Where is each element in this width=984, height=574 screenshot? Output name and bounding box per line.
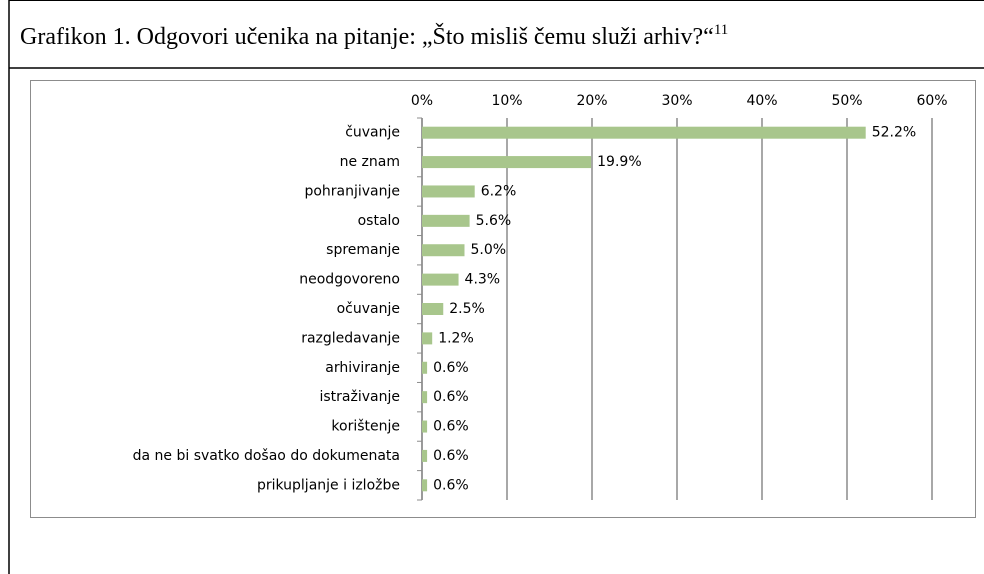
- data-label: 1.2%: [438, 330, 474, 346]
- x-tick-label: 10%: [491, 93, 522, 109]
- bar: [422, 303, 444, 315]
- x-tick-label: 20%: [576, 93, 607, 109]
- data-label: 5.6%: [476, 213, 512, 229]
- y-tick-label: spremanje: [326, 242, 400, 258]
- bar: [422, 391, 428, 404]
- bar: [422, 332, 433, 345]
- y-tick-label: pohranjivanje: [304, 183, 400, 199]
- data-label: 6.2%: [481, 183, 517, 199]
- data-label: 0.6%: [433, 448, 469, 464]
- data-label: 0.6%: [433, 419, 469, 435]
- data-label: 0.6%: [433, 360, 469, 376]
- data-label: 52.2%: [872, 125, 916, 141]
- bar: [422, 244, 465, 257]
- chart-box: [30, 80, 976, 518]
- y-tick-label: da ne bi svatko došao do dokumenata: [133, 448, 400, 464]
- data-label: 0.6%: [433, 477, 469, 493]
- bar: [422, 361, 428, 374]
- x-tick-label: 50%: [831, 93, 862, 109]
- bar: [422, 479, 428, 492]
- x-tick-label: 60%: [916, 93, 947, 109]
- data-label: 19.9%: [597, 154, 641, 170]
- bar: [422, 156, 592, 169]
- y-tick-label: neodgovoreno: [299, 272, 400, 288]
- y-tick-label: očuvanje: [337, 301, 400, 317]
- x-tick-label: 0%: [411, 93, 433, 109]
- bar: [422, 449, 428, 462]
- bar: [422, 126, 866, 139]
- bar: [422, 420, 428, 433]
- y-tick-label: arhiviranje: [325, 360, 400, 376]
- bar: [422, 185, 475, 198]
- x-tick-label: 40%: [746, 93, 777, 109]
- y-tick-label: čuvanje: [345, 125, 400, 141]
- y-tick-label: prikupljanje i izložbe: [257, 477, 400, 493]
- bar: [422, 214, 470, 227]
- y-tick-label: razgledavanje: [301, 330, 400, 346]
- y-tick-label: korištenje: [331, 419, 400, 435]
- data-label: 2.5%: [449, 301, 485, 317]
- data-label: 0.6%: [433, 389, 469, 405]
- y-tick-label: istraživanje: [320, 389, 401, 405]
- bar: [422, 273, 459, 286]
- y-tick-label: ostalo: [358, 213, 400, 229]
- y-tick-label: ne znam: [340, 154, 400, 170]
- title-text: Grafikon 1. Odgovori učenika na pitanje:…: [20, 23, 714, 50]
- data-label: 4.3%: [465, 272, 501, 288]
- title-footnote: 11: [714, 22, 728, 38]
- x-tick-label: 30%: [661, 93, 692, 109]
- chart-title: Grafikon 1. Odgovori učenika na pitanje:…: [20, 22, 728, 50]
- data-label: 5.0%: [471, 242, 507, 258]
